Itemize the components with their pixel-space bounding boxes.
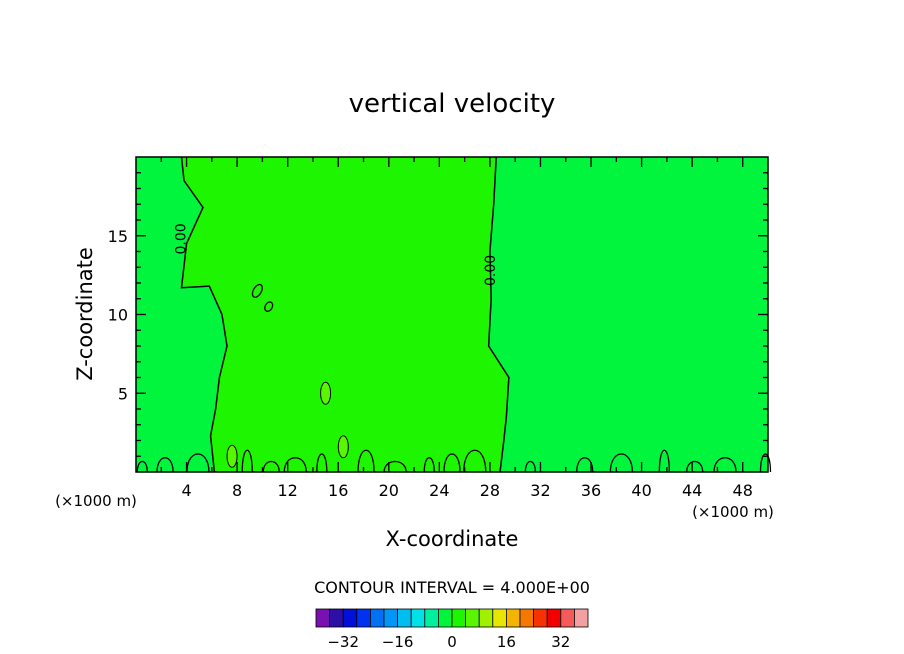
surface-eddy-contour <box>524 460 537 473</box>
x-tick-label: 44 <box>682 481 702 500</box>
surface-eddy-contour <box>423 457 435 473</box>
x-tick-label: 28 <box>480 481 500 500</box>
x-axis-unit: (×1000 m) <box>692 503 774 521</box>
x-tick-label: 36 <box>581 481 601 500</box>
colorbar-swatch <box>424 608 439 628</box>
zero-contour-right <box>487 156 510 473</box>
colorbar-swatch <box>560 608 575 628</box>
contour-interval-label: CONTOUR INTERVAL = 4.000E+00 <box>314 578 590 597</box>
colorbar-swatch <box>329 608 344 628</box>
chart-title: vertical velocity <box>349 89 556 119</box>
colorbar-swatch <box>465 608 480 628</box>
surface-eddy-contour <box>463 449 487 473</box>
x-tick-label: 24 <box>429 481 449 500</box>
colorbar-swatch <box>546 608 562 628</box>
surface-eddy-contour <box>357 449 375 473</box>
y-axis-unit: (×1000 m) <box>55 492 137 510</box>
colorbar-swatch <box>519 608 535 628</box>
x-tick-label: 40 <box>631 481 651 500</box>
x-tick-label: 20 <box>379 481 399 500</box>
colorbar-swatch <box>383 608 399 628</box>
updraft-band <box>181 157 509 472</box>
surface-eddy-contour <box>609 453 634 473</box>
colorbar-tick-label: −32 <box>327 633 359 651</box>
x-tick-label: 16 <box>328 481 348 500</box>
contour-label: 0.00 <box>483 255 499 286</box>
colorbar-tick-label: 16 <box>497 633 516 651</box>
colorbar-swatch <box>451 608 467 628</box>
colorbar-swatch <box>342 608 358 628</box>
positive-patch <box>337 435 349 459</box>
colorbar-tick-label: −16 <box>382 633 414 651</box>
y-tick-label: 5 <box>118 384 128 403</box>
surface-eddy-contour <box>576 457 594 473</box>
surface-eddy-contour <box>136 460 148 473</box>
surface-eddy-contour <box>383 460 407 473</box>
contour-label: 0.00 <box>173 223 189 254</box>
colorbar-swatch <box>478 608 494 628</box>
x-tick-label: 12 <box>278 481 298 500</box>
surface-eddy-contour <box>713 457 737 473</box>
colorbar-swatch <box>505 608 521 628</box>
positive-patch <box>226 444 238 468</box>
surface-eddy-contour <box>241 449 253 473</box>
surface-eddy-contour <box>443 453 461 473</box>
surface-eddy-contour <box>658 449 671 473</box>
x-tick-label: 8 <box>232 481 242 500</box>
colorbar-swatch <box>397 608 412 628</box>
surface-eddy-contour <box>156 457 174 473</box>
zero-contour-left <box>180 156 228 473</box>
x-axis-title: X-coordinate <box>386 527 519 551</box>
colorbar-swatch <box>410 608 426 628</box>
surface-eddy-contour <box>686 460 704 473</box>
surface-eddy-contour <box>262 460 280 473</box>
colorbar-swatch <box>369 608 385 628</box>
surface-eddy-contour <box>316 453 328 473</box>
colorbar: −32 −16 0 16 32 <box>315 608 589 651</box>
y-tick-label: 10 <box>108 306 128 325</box>
y-axis-title: Z-coordinate <box>73 247 97 381</box>
closed-contour <box>251 283 263 298</box>
colorbar-swatch <box>437 608 453 628</box>
colorbar-swatch <box>315 608 331 628</box>
x-tick-label: 48 <box>733 481 753 500</box>
x-tick-label: 4 <box>181 481 191 500</box>
closed-contour <box>264 301 274 312</box>
colorbar-swatch <box>533 608 548 628</box>
colorbar-tick-label: 0 <box>447 633 457 651</box>
surface-eddy-contour <box>186 453 210 473</box>
y-tick-label: 15 <box>108 227 128 246</box>
positive-patch <box>320 381 332 405</box>
colorbar-swatch <box>356 608 371 628</box>
colorbar-tick-label: 32 <box>551 633 570 651</box>
surface-eddy-contour <box>283 457 307 473</box>
colorbar-swatch <box>574 608 589 628</box>
x-tick-label: 32 <box>530 481 550 500</box>
colorbar-swatch <box>492 608 507 628</box>
surface-eddy-contour <box>759 453 772 473</box>
